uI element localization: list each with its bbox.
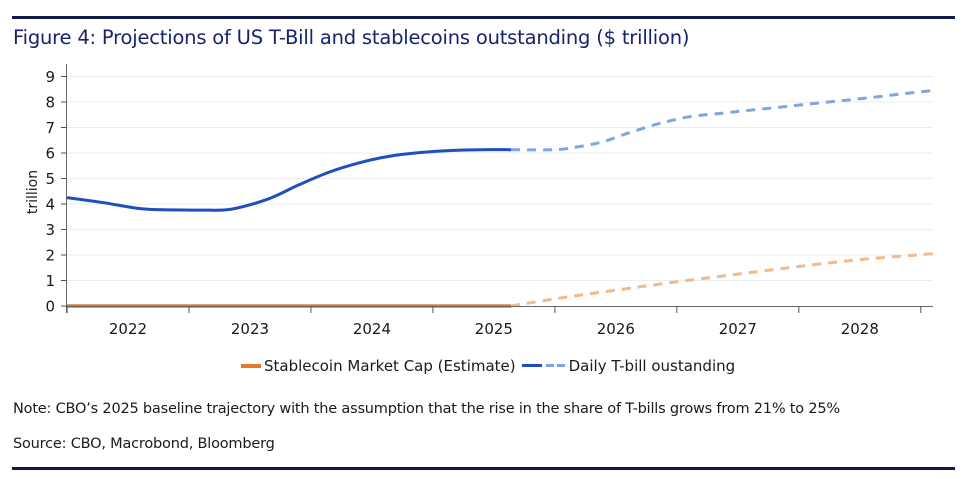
- y-tick-label: 4: [45, 196, 55, 214]
- y-tick-label: 0: [45, 298, 55, 316]
- x-tick-label: 2022: [109, 320, 147, 338]
- y-tick-label: 8: [45, 94, 55, 112]
- x-tick-label: 2028: [841, 320, 879, 338]
- axes: [66, 64, 933, 313]
- gridlines: [67, 76, 933, 281]
- stablecoin-market-cap-projection-line: [510, 252, 934, 308]
- y-tick-label: 9: [45, 68, 55, 86]
- chart-legend: Stablecoin Market Cap (Estimate) Daily T…: [241, 356, 735, 376]
- daily-t-bill-oustanding-projection-line: [510, 89, 934, 152]
- chart-note: Note: CBO’s 2025 baseline trajectory wit…: [13, 401, 841, 417]
- x-tick-label: 2027: [719, 320, 757, 338]
- x-tick-label: 2025: [475, 320, 513, 338]
- x-tick-label: 2023: [231, 320, 269, 338]
- figure-title: Figure 4: Projections of US T-Bill and s…: [13, 26, 690, 49]
- x-tick-label: 2026: [597, 320, 635, 338]
- legend-item-tbill: Daily T-bill oustanding: [521, 357, 736, 375]
- y-tick-label: 7: [45, 119, 55, 137]
- legend-label: Daily T-bill oustanding: [568, 357, 736, 375]
- series-lines: [66, 89, 934, 308]
- orange-line-swatch-icon: [241, 364, 261, 368]
- y-axis-ticks: 0 1 2 3 4 5 6 7 8 9: [45, 68, 67, 316]
- chart-source: Source: CBO, Macrobond, Bloomberg: [13, 436, 275, 452]
- y-axis-label: trillion: [25, 170, 41, 214]
- x-axis-ticks: 2022 2023 2024 2025 2026 2027 2028: [66, 306, 922, 338]
- legend-label: Stablecoin Market Cap (Estimate): [264, 357, 516, 375]
- legend-item-stablecoin: Stablecoin Market Cap (Estimate): [241, 357, 516, 375]
- y-tick-label: 2: [45, 247, 55, 265]
- y-tick-label: 3: [45, 221, 55, 239]
- y-tick-label: 6: [45, 145, 55, 163]
- y-tick-label: 5: [45, 170, 55, 188]
- bottom-rule: [12, 467, 955, 470]
- top-rule: [12, 16, 955, 19]
- y-tick-label: 1: [45, 272, 55, 290]
- daily-t-bill-oustanding-line: [66, 148, 512, 212]
- blue-line-swatch-icon: [521, 364, 566, 368]
- x-tick-label: 2024: [353, 320, 391, 338]
